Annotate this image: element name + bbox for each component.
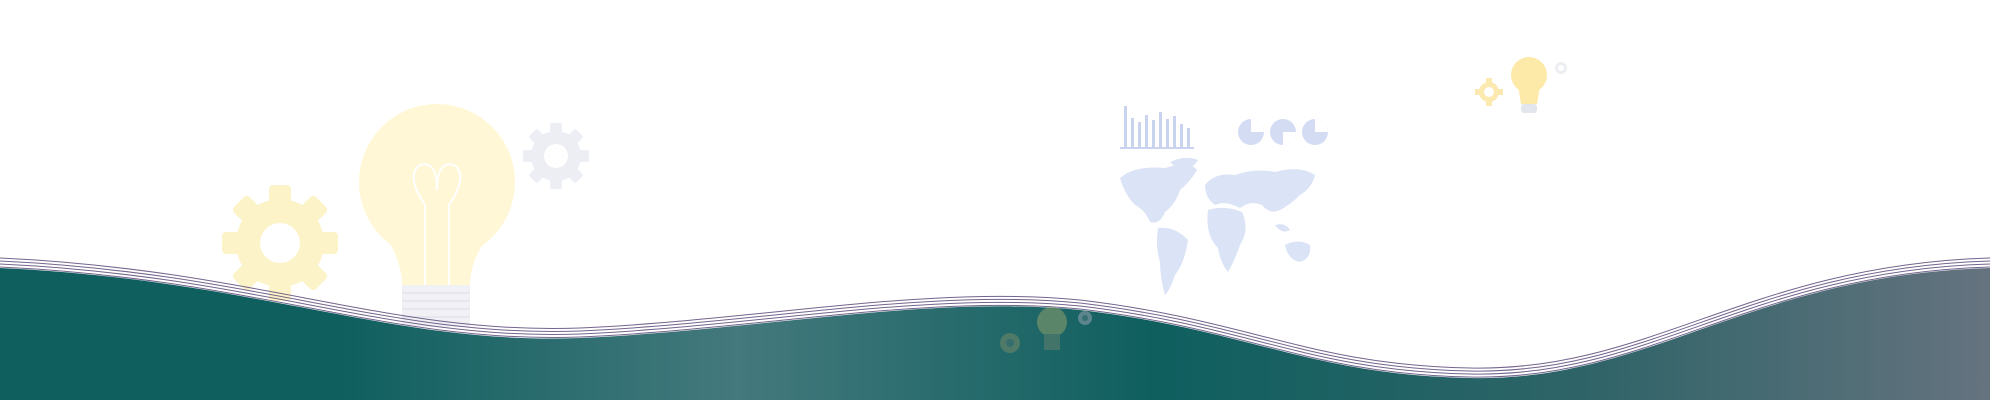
gear-icon bbox=[1475, 78, 1503, 106]
wave-shape bbox=[0, 268, 1990, 400]
gear-icon bbox=[1000, 333, 1020, 353]
gear-icon bbox=[1078, 311, 1092, 325]
world-map-icon bbox=[1120, 157, 1315, 295]
lightbulb-icon bbox=[359, 104, 515, 327]
bar-chart-icon bbox=[1120, 106, 1194, 149]
gear-icon bbox=[222, 185, 338, 301]
lightbulb-icon bbox=[1037, 307, 1067, 350]
wave-lines bbox=[0, 257, 1990, 378]
pie-chart-icon bbox=[1238, 119, 1328, 145]
lightbulb-icon bbox=[1511, 57, 1547, 113]
gear-icon bbox=[523, 123, 589, 189]
gear-icon bbox=[1555, 62, 1567, 74]
